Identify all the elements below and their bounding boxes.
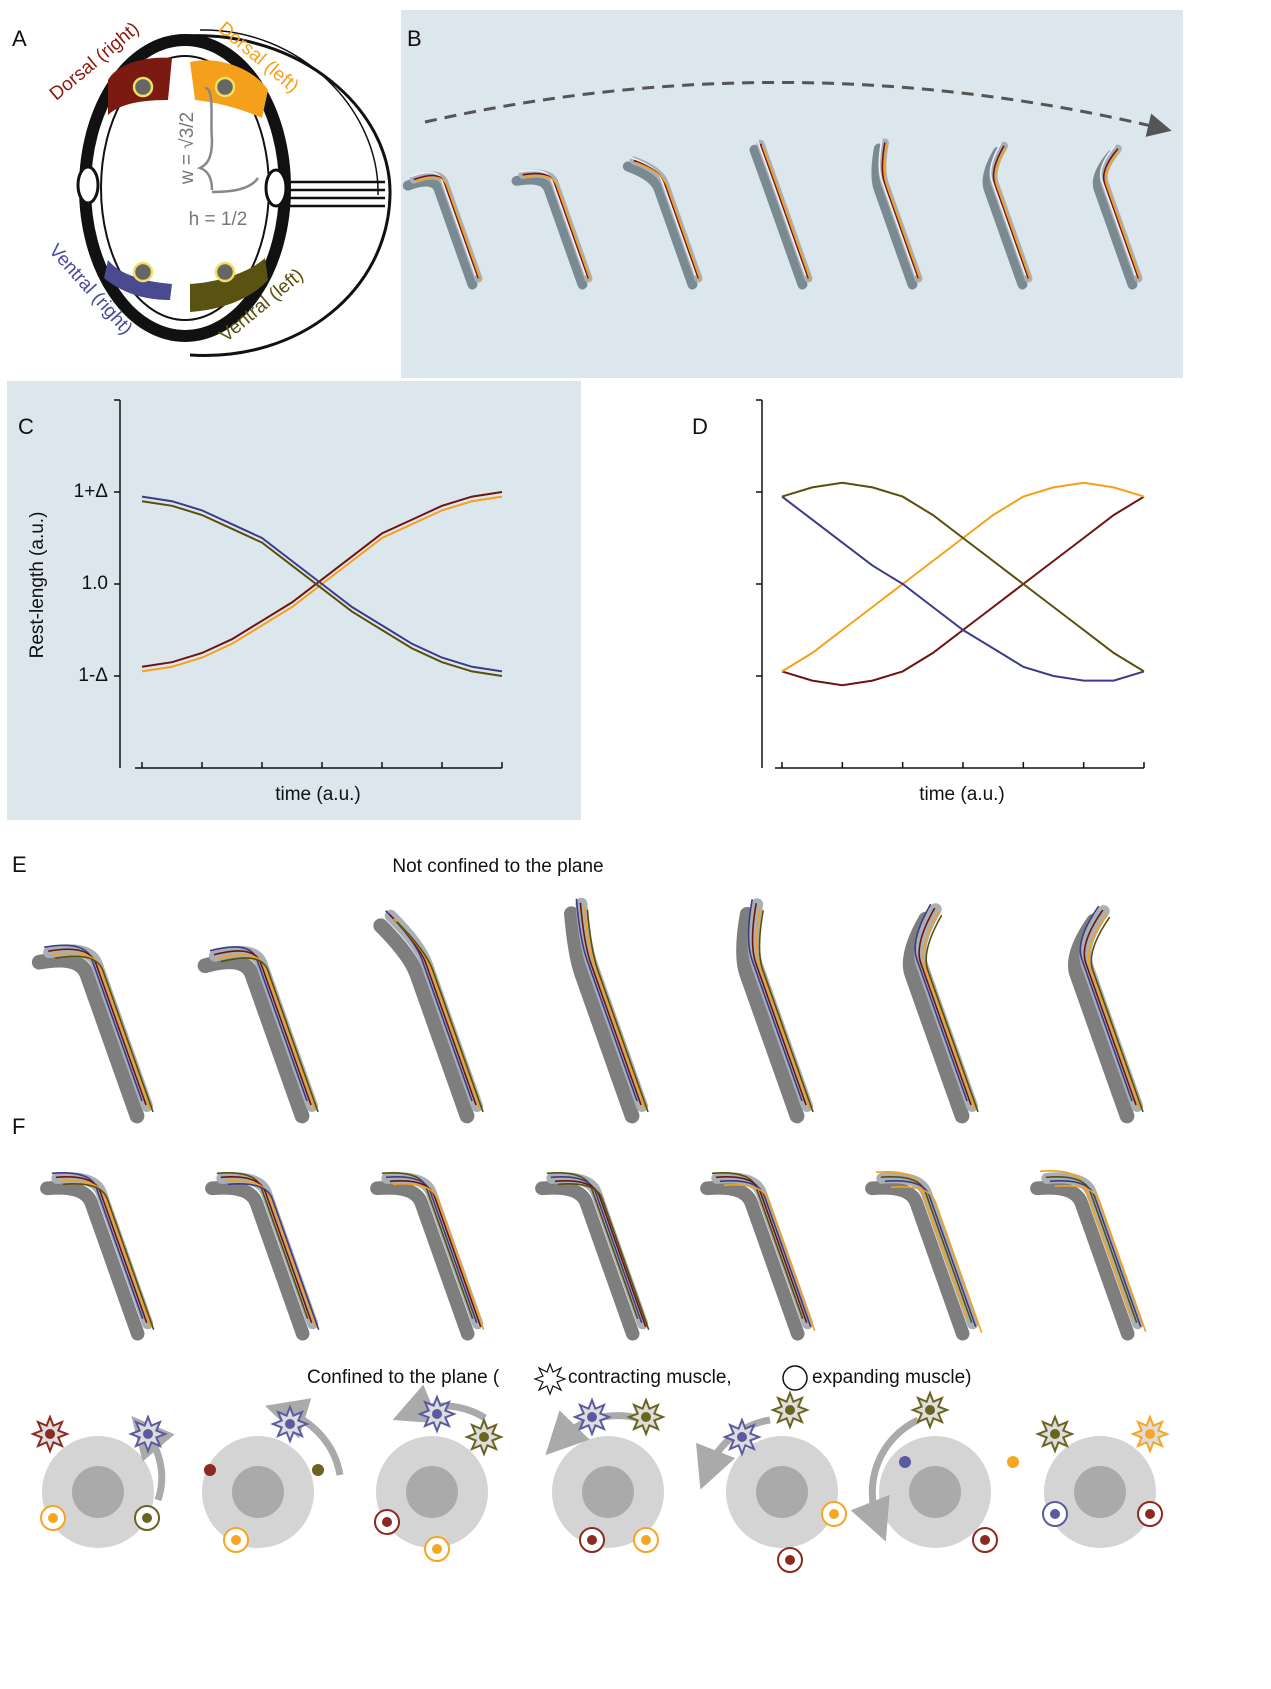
h-label: h = 1/2: [189, 209, 248, 230]
gut-section: [406, 1466, 458, 1518]
muscle-dot: [45, 1429, 55, 1439]
gut-section: [582, 1466, 634, 1518]
muscle-dot: [143, 1429, 153, 1439]
gut-section: [232, 1466, 284, 1518]
muscle-dot: [829, 1509, 839, 1519]
muscle-dot: [899, 1456, 911, 1468]
muscle-dot: [48, 1513, 58, 1523]
panel-label: C: [18, 414, 34, 439]
muscle-dot: [142, 1513, 152, 1523]
panel-label: A: [12, 26, 27, 51]
star-icon: [535, 1364, 565, 1394]
panel-f-worms: [47, 1171, 1146, 1334]
y-tick-label: 1-Δ: [78, 665, 108, 686]
panel-e-worms: [39, 899, 1143, 1116]
y-axis-title: Rest-length (a.u.): [27, 512, 48, 659]
muscle-dot: [587, 1535, 597, 1545]
muscle-dot: [737, 1432, 747, 1442]
ring-icon: [783, 1366, 807, 1390]
figure: A Dorsal (right) Dorsal (left) Ventral (…: [0, 0, 1271, 1684]
y-tick-label: 1.0: [82, 573, 108, 594]
muscle-dot: [204, 1464, 216, 1476]
series-line: [782, 497, 1144, 686]
series-line: [782, 497, 1144, 681]
muscle-dot: [1145, 1429, 1155, 1439]
muscle-dot: [312, 1464, 324, 1476]
x-axis-title: time (a.u.): [919, 784, 1005, 805]
gut-section: [756, 1466, 808, 1518]
muscle-dot: [1050, 1509, 1060, 1519]
muscle-dot: [231, 1535, 241, 1545]
muscle-dot: [432, 1544, 442, 1554]
worm-shadow: [571, 914, 632, 1116]
caption: Confined to the plane (: [307, 1367, 500, 1388]
series-line: [782, 483, 1144, 672]
x-axis-title: time (a.u.): [275, 784, 361, 805]
series-line: [782, 483, 1144, 672]
caption: contracting muscle,: [568, 1367, 732, 1388]
caption: expanding muscle): [812, 1367, 971, 1388]
muscle-dot: [980, 1535, 990, 1545]
gut-section: [1074, 1466, 1126, 1518]
muscle-dot: [1050, 1429, 1060, 1439]
y-tick-label: 1+Δ: [74, 481, 109, 502]
muscle-dot: [285, 1419, 295, 1429]
muscle-dot: [925, 1405, 935, 1415]
panel-title: Not confined to the plane: [392, 856, 603, 877]
muscle-dot: [785, 1405, 795, 1415]
muscle-dot: [1145, 1509, 1155, 1519]
muscle-diagrams: [33, 1393, 1167, 1572]
gut-section: [72, 1466, 124, 1518]
muscle-dot: [432, 1409, 442, 1419]
panel-label: E: [12, 852, 27, 877]
panel-label: D: [692, 414, 708, 439]
muscle-dot: [1007, 1456, 1019, 1468]
panel-a: A Dorsal (right) Dorsal (left) Ventral (…: [12, 18, 390, 355]
panel-label: B: [407, 26, 422, 51]
w-label: w = √3/2: [177, 112, 198, 185]
muscle-dot: [479, 1432, 489, 1442]
panel-b-bg: [401, 10, 1183, 378]
muscle-dot: [587, 1412, 597, 1422]
muscle-dot: [641, 1412, 651, 1422]
muscle-dot: [382, 1517, 392, 1527]
panel-label: F: [12, 1114, 25, 1139]
muscle-dot: [641, 1535, 651, 1545]
gut-section: [909, 1466, 961, 1518]
muscle-dot: [785, 1555, 795, 1565]
